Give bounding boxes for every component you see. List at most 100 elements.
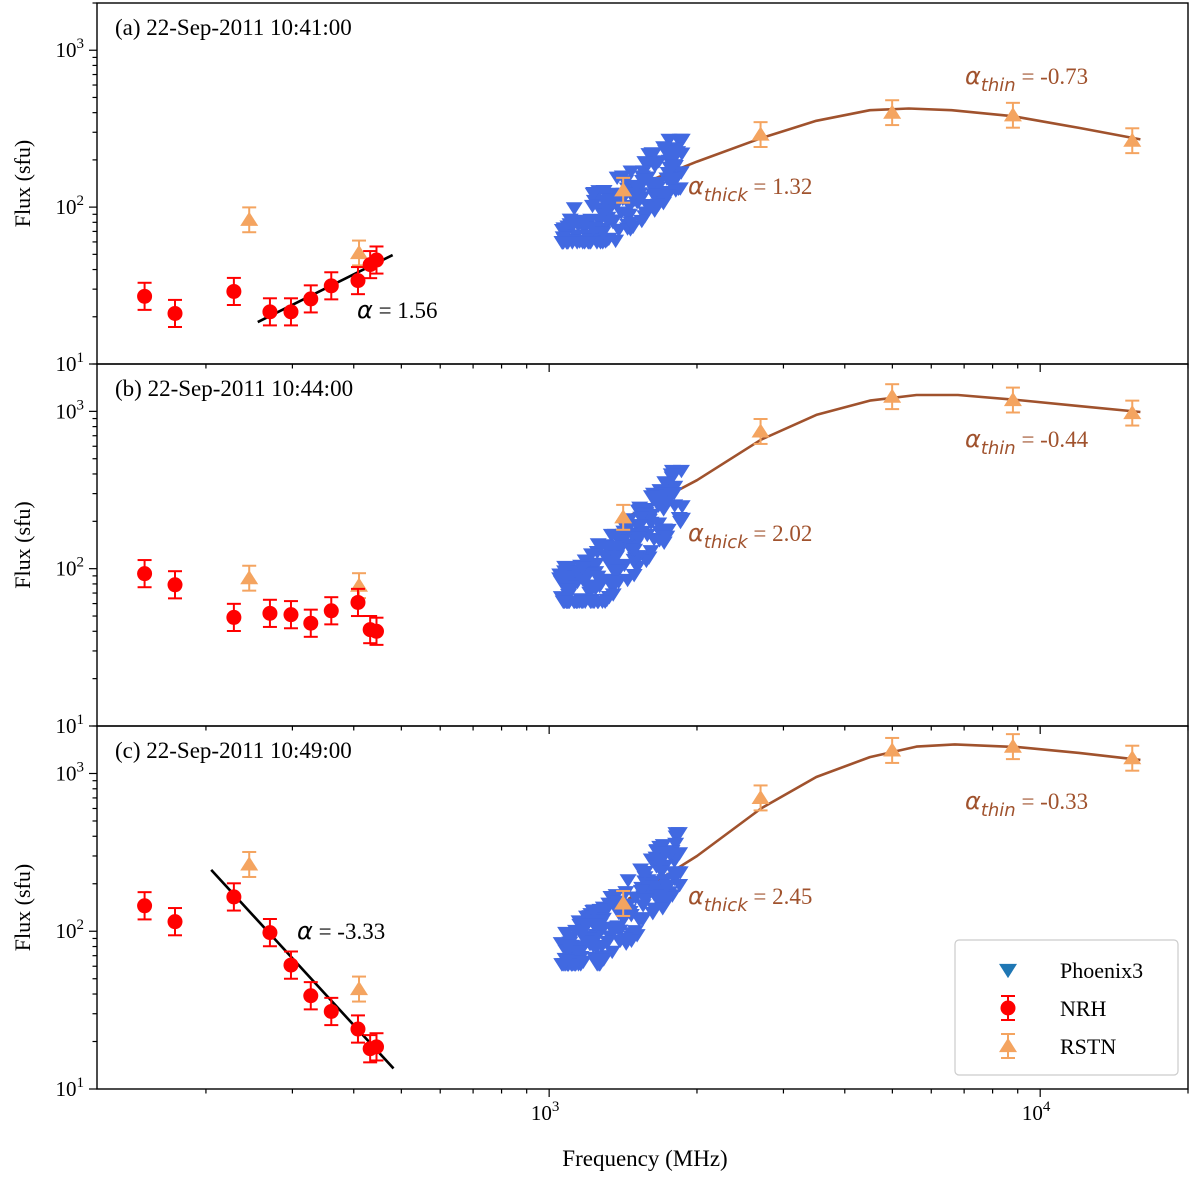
- panel-title: (b) 22-Sep-2011 10:44:00: [115, 376, 353, 401]
- tick-exponent: 1: [77, 1075, 85, 1091]
- alpha-value: = -3.33: [313, 919, 385, 944]
- rstn-point: [1003, 738, 1022, 753]
- phoenix3-point: [649, 198, 667, 212]
- y-tick-label: 102: [56, 555, 85, 581]
- nrh-point: [167, 305, 183, 321]
- alpha-subscript: thick: [704, 895, 749, 916]
- phoenix3-series: [552, 827, 689, 972]
- phoenix3-point: [632, 884, 650, 899]
- phoenix3-point: [607, 567, 625, 581]
- rstn-point: [1123, 750, 1142, 765]
- nrh-point: [262, 605, 278, 621]
- phoenix3-point: [601, 193, 619, 207]
- alpha-value: = -0.33: [1016, 789, 1088, 814]
- phoenix3-point: [660, 133, 678, 148]
- rstn-series: [240, 99, 1142, 267]
- alpha-value: = 1.56: [373, 298, 438, 323]
- nrh-series: [137, 882, 384, 1064]
- phoenix3-point: [595, 953, 613, 967]
- alpha-subscript: thick: [704, 185, 749, 206]
- legend-label: RSTN: [1060, 1034, 1116, 1059]
- rstn-point: [883, 104, 902, 119]
- nrh-point: [262, 304, 278, 320]
- phoenix3-point: [626, 925, 644, 939]
- phoenix3-point: [667, 866, 685, 881]
- y-axis-label: Flux (sfu): [10, 501, 35, 588]
- phoenix3-point: [596, 549, 614, 563]
- tick-base: 10: [56, 1077, 77, 1101]
- rstn-point: [883, 742, 902, 757]
- alpha-powerlaw-label: α = -3.33: [297, 917, 385, 945]
- rstn-point: [240, 570, 259, 585]
- nrh-point: [167, 577, 183, 593]
- phoenix3-point: [622, 216, 640, 230]
- phoenix3-point: [620, 209, 638, 223]
- alpha-subscript: thin: [981, 75, 1016, 96]
- nrh-point: [368, 252, 384, 268]
- alpha-symbol: α: [965, 787, 981, 815]
- phoenix3-point: [673, 500, 691, 514]
- phoenix3-point: [627, 179, 645, 194]
- rstn-point: [883, 388, 902, 403]
- phoenix3-point: [585, 904, 603, 918]
- nrh-point: [226, 283, 242, 299]
- tick-base: 10: [56, 195, 77, 219]
- tick-base: 10: [56, 352, 77, 376]
- phoenix3-point: [597, 208, 615, 223]
- x-tick-label: 104: [1022, 1099, 1051, 1125]
- phoenix3-point: [583, 199, 601, 214]
- tick-base: 10: [56, 557, 77, 581]
- phoenix3-point: [574, 595, 592, 609]
- phoenix3-point: [603, 945, 621, 960]
- tick-exponent: 3: [77, 397, 85, 413]
- phoenix3-point: [652, 889, 670, 903]
- phoenix3-point: [636, 156, 654, 170]
- phoenix3-point: [587, 918, 605, 933]
- phoenix3-point: [654, 902, 672, 916]
- nrh-point: [350, 273, 366, 289]
- tick-base: 10: [56, 714, 77, 738]
- nrh-point: [137, 898, 153, 914]
- powerlaw-fit-line: [210, 868, 395, 1070]
- tick-exponent: 3: [77, 759, 85, 775]
- y-tick-label: 103: [56, 36, 85, 62]
- phoenix3-point: [655, 141, 673, 155]
- phoenix3-point: [559, 940, 577, 954]
- alpha-symbol: α: [688, 882, 704, 910]
- phoenix3-point: [609, 920, 627, 934]
- nrh-point: [303, 291, 319, 307]
- phoenix3-point: [671, 847, 689, 861]
- nrh-point: [137, 288, 153, 304]
- phoenix3-point: [599, 935, 617, 950]
- alpha-subscript: thin: [981, 800, 1016, 821]
- phoenix3-point: [650, 855, 668, 870]
- phoenix3-point: [632, 511, 650, 526]
- nrh-point: [262, 925, 278, 941]
- legend-marker-phoenix3: [999, 963, 1017, 979]
- phoenix3-point: [625, 188, 643, 202]
- phoenix3-point: [610, 223, 628, 238]
- panel-title: (a) 22-Sep-2011 10:41:00: [115, 15, 352, 40]
- phoenix3-point: [573, 561, 591, 575]
- tick-exponent: 1: [77, 350, 85, 366]
- y-tick-label: 102: [56, 193, 85, 219]
- nrh-point: [368, 1039, 384, 1055]
- phoenix3-point: [561, 213, 579, 228]
- phoenix3-point: [667, 184, 685, 198]
- phoenix3-point: [616, 932, 634, 947]
- nrh-point: [226, 889, 242, 905]
- rstn-point: [614, 895, 633, 910]
- phoenix3-point: [585, 222, 603, 236]
- phoenix3-point: [635, 173, 653, 188]
- nrh-point: [350, 1021, 366, 1037]
- alpha-symbol: α: [297, 917, 313, 945]
- y-tick-label: 103: [56, 397, 85, 423]
- phoenix3-point: [574, 236, 592, 250]
- phoenix3-point: [637, 206, 655, 220]
- rstn-point: [350, 244, 369, 260]
- phoenix3-point: [662, 487, 680, 502]
- phoenix3-point: [635, 165, 653, 179]
- phoenix3-point: [583, 936, 601, 950]
